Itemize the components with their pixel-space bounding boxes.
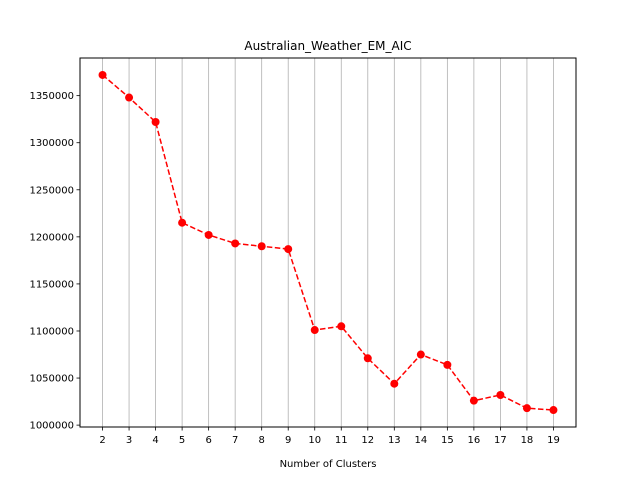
y-tick-label: 1250000 bbox=[29, 185, 74, 196]
x-tick-label: 5 bbox=[179, 435, 185, 446]
data-point bbox=[284, 245, 293, 254]
x-tick-label: 13 bbox=[388, 435, 401, 446]
plot-frame bbox=[79, 57, 577, 428]
data-point bbox=[443, 360, 452, 369]
data-point bbox=[125, 93, 134, 102]
data-point bbox=[469, 396, 478, 405]
y-tick-label: 1350000 bbox=[29, 91, 74, 102]
y-tick-label: 1100000 bbox=[29, 326, 74, 337]
data-point bbox=[98, 70, 107, 79]
grid-lines bbox=[102, 58, 554, 427]
data-point bbox=[363, 354, 372, 363]
x-tick-label: 3 bbox=[126, 435, 132, 446]
series-line-path bbox=[102, 74, 554, 411]
data-point bbox=[178, 218, 187, 227]
data-point bbox=[151, 118, 160, 127]
y-tick-label: 1300000 bbox=[29, 138, 74, 149]
x-tick-label: 16 bbox=[468, 435, 481, 446]
x-tick-label: 10 bbox=[308, 435, 321, 446]
x-tick-label: 17 bbox=[494, 435, 507, 446]
x-tick-label: 19 bbox=[547, 435, 560, 446]
data-point bbox=[416, 350, 425, 359]
x-tick-label: 15 bbox=[441, 435, 454, 446]
y-tick-label: 1200000 bbox=[29, 232, 74, 243]
series-line bbox=[102, 74, 554, 411]
data-point bbox=[549, 406, 558, 415]
x-tick-label: 4 bbox=[152, 435, 158, 446]
data-point bbox=[522, 404, 531, 413]
data-point bbox=[231, 239, 240, 248]
data-points bbox=[98, 70, 558, 415]
x-tick-label: 8 bbox=[259, 435, 265, 446]
x-tick-label: 7 bbox=[232, 435, 238, 446]
data-point bbox=[257, 242, 266, 251]
x-axis-label: Number of Clusters bbox=[280, 459, 377, 470]
y-axis-ticks: 1000000 1050000 1100000 1150000 1200000 12500… bbox=[29, 91, 80, 432]
x-tick-label: 12 bbox=[361, 435, 374, 446]
y-tick-label: 1150000 bbox=[29, 279, 74, 290]
y-tick-label: 1000000 bbox=[29, 421, 74, 432]
x-tick-label: 6 bbox=[205, 435, 211, 446]
chart-title: Australian_Weather_EM_AIC bbox=[244, 39, 411, 53]
y-tick-label: 1050000 bbox=[29, 374, 74, 385]
x-axis-ticks: 2 3 4 5 6 7 8 9 10 11 12 13 14 15 16 17 18 19 bbox=[99, 427, 560, 446]
x-tick-label: 14 bbox=[414, 435, 427, 446]
x-tick-label: 2 bbox=[99, 435, 105, 446]
data-point bbox=[337, 322, 346, 331]
x-tick-label: 18 bbox=[521, 435, 534, 446]
data-point bbox=[204, 230, 213, 239]
data-point bbox=[310, 326, 319, 335]
x-tick-label: 9 bbox=[285, 435, 291, 446]
data-point bbox=[390, 379, 399, 388]
data-point bbox=[496, 390, 505, 399]
x-tick-label: 11 bbox=[335, 435, 348, 446]
